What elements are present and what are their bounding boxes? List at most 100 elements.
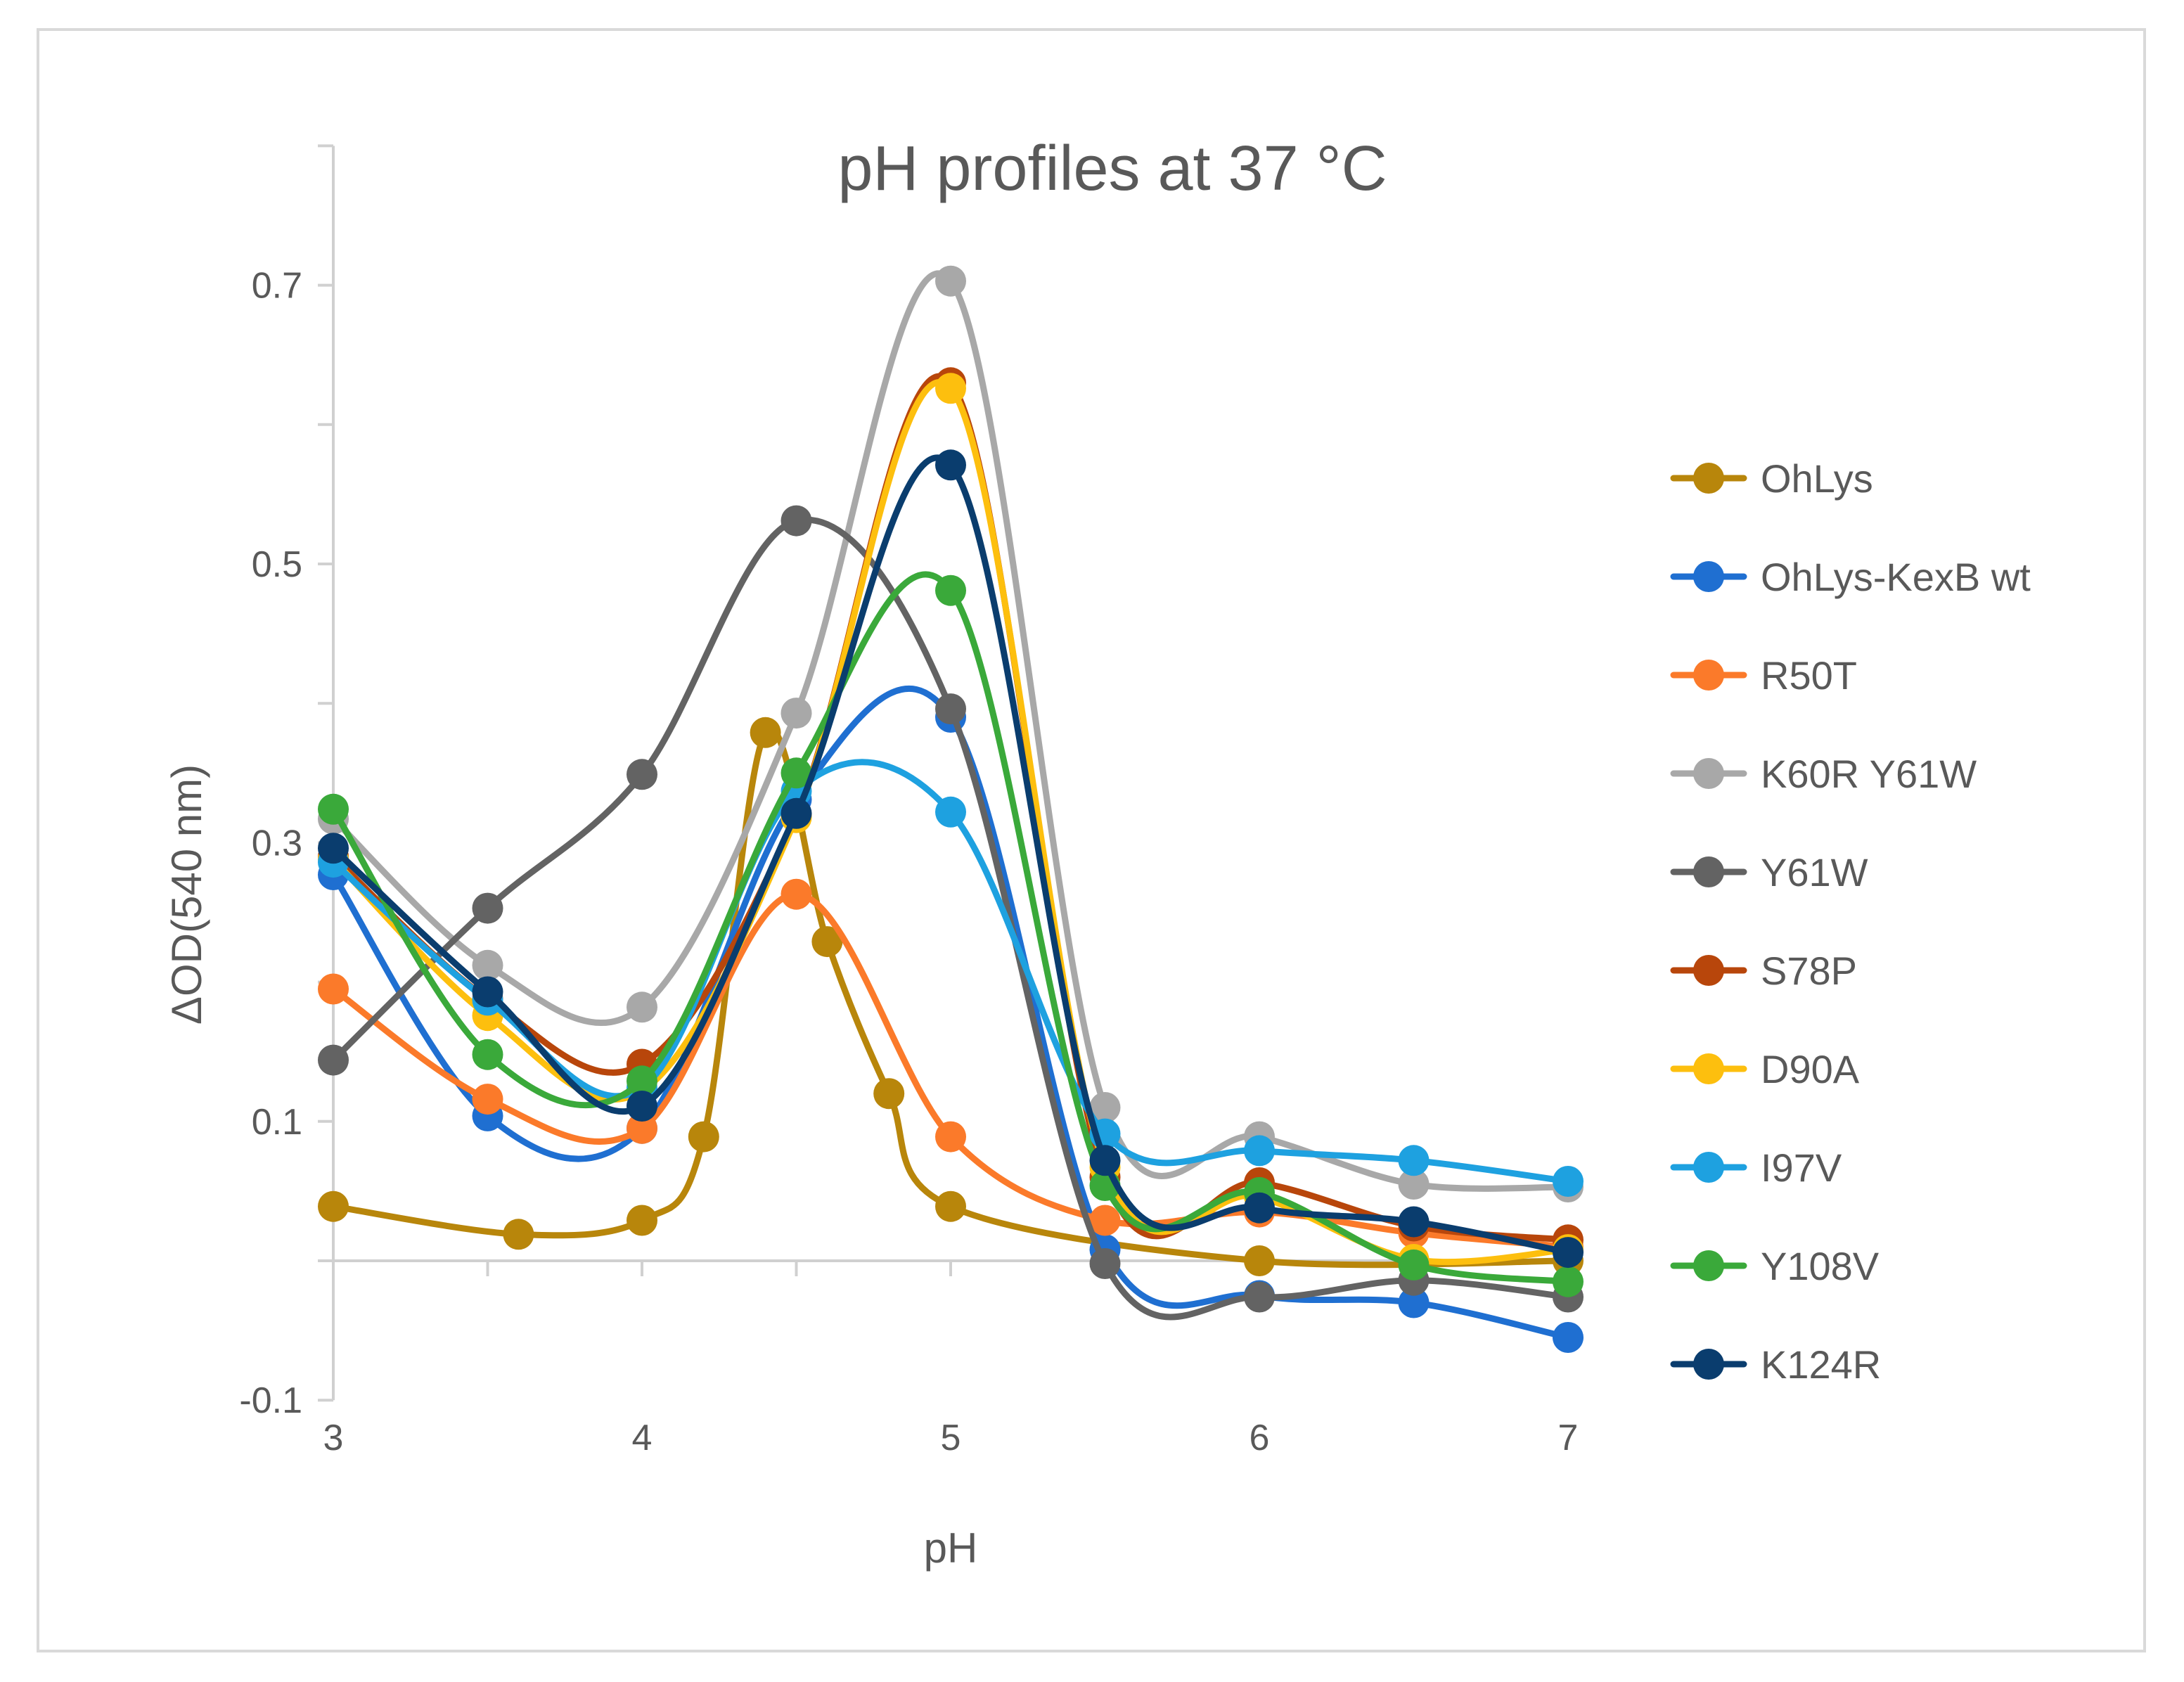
data-point: [1553, 1266, 1584, 1297]
chart-canvas: pH profiles at 37 °C -0.1 0.1 0.3 0.5 0.7 3 4 5…: [163, 134, 2031, 1572]
data-point: [627, 1112, 657, 1144]
axes: -0.1 0.1 0.3 0.5 0.7 3 4 5 6 7: [239, 144, 1579, 1458]
data-point: [1398, 1287, 1430, 1318]
data-point: [750, 717, 781, 748]
data-point: [1553, 1237, 1584, 1269]
data-point: [627, 1065, 657, 1097]
data-point: [1244, 1135, 1275, 1167]
data-point: [318, 833, 349, 864]
legend-marker: [1693, 758, 1724, 789]
data-point: [1398, 1145, 1430, 1176]
data-point: [472, 976, 503, 1008]
legend-marker: [1693, 463, 1724, 494]
data-point: [1244, 1281, 1275, 1313]
legend-marker: [1693, 955, 1724, 986]
series-y108v: [318, 571, 1584, 1297]
legend-label: R50T: [1761, 653, 1857, 698]
legend-label: I97V: [1761, 1145, 1842, 1190]
data-point: [472, 892, 503, 924]
legend-entry: S78P: [1670, 949, 1857, 993]
data-point: [1089, 1092, 1121, 1123]
x-tick-label: 7: [1558, 1418, 1579, 1458]
chart-title: pH profiles at 37 °C: [837, 134, 1387, 204]
series-line: [330, 725, 1572, 1269]
data-point: [935, 1121, 966, 1153]
legend-marker: [1693, 1349, 1724, 1380]
legend-marker: [1693, 561, 1724, 592]
legend-entry: Y108V: [1670, 1244, 1880, 1288]
data-point: [318, 973, 349, 1005]
legend-entry: OhLys-KexB wt: [1670, 555, 2031, 599]
legend: OhLys OhLys-KexB wt R50T K60R Y61W Y61W S78P D…: [1670, 456, 2031, 1387]
data-point: [781, 878, 812, 910]
data-point: [1244, 1245, 1275, 1276]
chart-frame: pH profiles at 37 °C -0.1 0.1 0.3 0.5 0.7 3 4 5…: [37, 28, 2146, 1652]
data-point: [781, 757, 812, 789]
x-tick-label: 4: [632, 1418, 653, 1458]
legend-entry: D90A: [1670, 1047, 1860, 1091]
x-tick-label: 5: [941, 1418, 961, 1458]
legend-marker: [1693, 1152, 1724, 1183]
data-point: [935, 265, 966, 297]
legend-entry: K60R Y61W: [1670, 752, 1977, 796]
data-point: [627, 759, 657, 790]
y-tick-label: -0.1: [239, 1380, 302, 1421]
y-tick-label: 0.1: [252, 1102, 302, 1143]
legend-entry: I97V: [1670, 1145, 1842, 1190]
data-point: [1244, 1192, 1275, 1224]
data-point: [1398, 1169, 1430, 1200]
legend-label: Y108V: [1761, 1244, 1880, 1288]
legend-label: K124R: [1761, 1342, 1881, 1387]
legend-label: OhLys-KexB wt: [1761, 555, 2031, 599]
legend-entry: Y61W: [1670, 850, 1868, 894]
series-k124r: [318, 449, 1584, 1269]
legend-label: OhLys: [1761, 456, 1873, 501]
legend-marker: [1693, 660, 1724, 691]
data-point: [935, 373, 966, 404]
data-point: [1089, 1145, 1121, 1176]
data-point: [935, 449, 966, 481]
data-point: [627, 1205, 657, 1236]
data-point: [472, 1039, 503, 1070]
series-line: [330, 891, 1572, 1250]
data-point: [1553, 1322, 1584, 1353]
legend-entry: R50T: [1670, 653, 1857, 698]
legend-label: D90A: [1761, 1047, 1860, 1091]
legend-label: S78P: [1761, 949, 1857, 993]
x-tick-label: 6: [1250, 1418, 1270, 1458]
data-point: [935, 1190, 966, 1222]
legend-marker: [1693, 1053, 1724, 1084]
data-point: [318, 793, 349, 825]
y-tick-label: 0.7: [252, 266, 302, 307]
data-point: [1553, 1166, 1584, 1197]
data-point: [688, 1121, 719, 1153]
y-tick-label: 0.3: [252, 823, 302, 864]
legend-entry: K124R: [1670, 1342, 1881, 1387]
data-point: [318, 1044, 349, 1076]
y-tick-label: 0.5: [252, 544, 302, 585]
data-point: [627, 991, 657, 1023]
data-point: [1089, 1205, 1121, 1236]
legend-marker: [1693, 1250, 1724, 1281]
data-point: [1089, 1248, 1121, 1279]
data-point: [935, 574, 966, 606]
series-layer: [318, 265, 1584, 1353]
data-point: [318, 1190, 349, 1222]
data-point: [935, 693, 966, 725]
data-point: [1398, 1206, 1430, 1238]
x-axis-title: pH: [924, 1524, 978, 1572]
data-point: [781, 698, 812, 729]
data-point: [503, 1219, 534, 1250]
legend-label: Y61W: [1761, 850, 1868, 894]
legend-label: K60R Y61W: [1761, 752, 1977, 796]
data-point: [472, 949, 503, 981]
data-point: [811, 926, 843, 958]
legend-marker: [1693, 856, 1724, 887]
data-point: [781, 505, 812, 537]
data-point: [781, 797, 812, 829]
data-point: [472, 1084, 503, 1115]
series-k60r-y61w: [318, 265, 1584, 1202]
y-axis-title: ΔOD(540 nm): [163, 764, 210, 1025]
data-point: [873, 1078, 905, 1110]
x-tick-label: 3: [323, 1418, 344, 1458]
